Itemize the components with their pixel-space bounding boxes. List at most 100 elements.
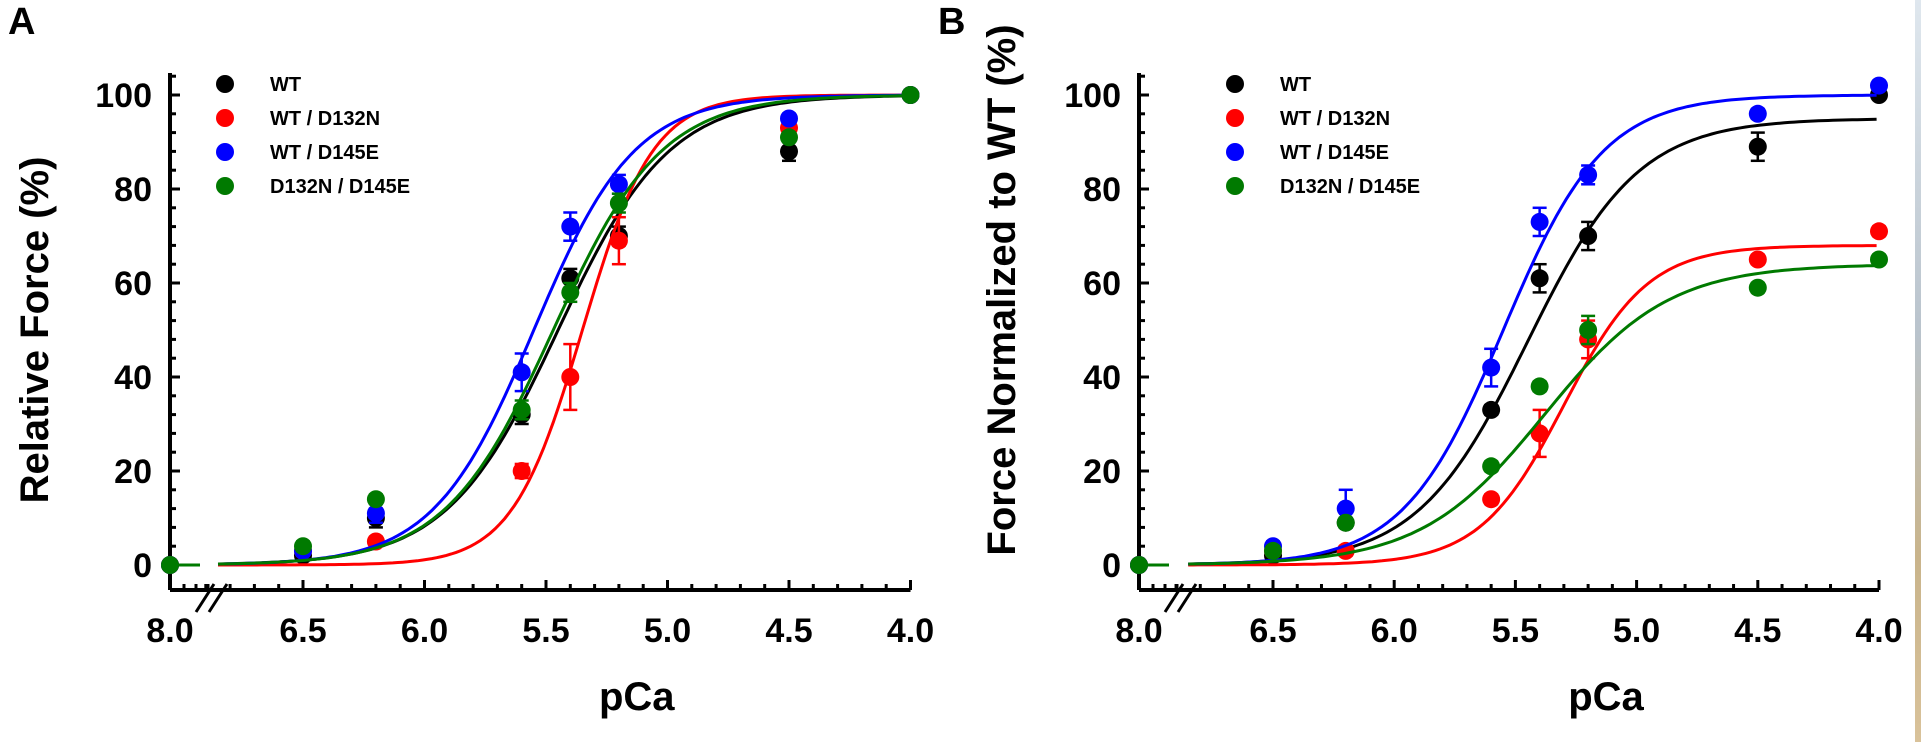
y-axis-title: Relative Force (%) bbox=[13, 157, 57, 504]
fit-curve bbox=[217, 94, 909, 566]
data-point bbox=[561, 283, 580, 302]
data-point bbox=[1482, 457, 1501, 476]
data-point bbox=[561, 217, 580, 236]
fit-curve bbox=[218, 94, 909, 566]
legend: WT WT / D132N WT / D145E D132N / D145E bbox=[1226, 74, 1420, 198]
data-point bbox=[1579, 165, 1598, 184]
data-point bbox=[1748, 278, 1767, 297]
legend-marker bbox=[216, 109, 234, 127]
panel-a: A 0 20 40 60 80 100 8.0 6.5 6.0 5.5 5.0 4.5 4.0 pCa Re… bbox=[8, 1, 934, 719]
series-d132n-d145e bbox=[1130, 250, 1888, 574]
y-tick-label: 60 bbox=[1083, 265, 1121, 303]
data-point bbox=[512, 363, 531, 382]
axis-break-mark bbox=[1163, 583, 1185, 613]
y-tick-label: 100 bbox=[1064, 77, 1121, 115]
x-tick-label: 6.5 bbox=[1249, 612, 1296, 650]
y-axis-title: Force Normalized to WT (%) bbox=[980, 24, 1024, 555]
legend-label: WT bbox=[270, 74, 301, 96]
x-tick-label: 4.5 bbox=[765, 612, 812, 650]
data-point bbox=[1530, 377, 1549, 396]
legend-marker bbox=[216, 177, 234, 195]
data-point bbox=[366, 490, 385, 509]
x-tick-label: 6.5 bbox=[279, 612, 326, 650]
x-axis-title: pCa bbox=[599, 675, 675, 719]
series-wt-d132n bbox=[1130, 222, 1888, 574]
x-tick-label: 8.0 bbox=[146, 612, 193, 650]
legend-label: WT bbox=[1280, 74, 1311, 96]
fit-curve bbox=[217, 93, 909, 566]
data-point bbox=[1748, 104, 1767, 123]
fit-curve bbox=[1188, 264, 1877, 566]
legend-label: D132N / D145E bbox=[1280, 176, 1420, 198]
data-point bbox=[1579, 321, 1598, 339]
data-point bbox=[1530, 424, 1549, 443]
fit-curve bbox=[1188, 244, 1877, 567]
data-point bbox=[561, 368, 580, 386]
x-tick-label: 5.0 bbox=[1613, 612, 1660, 650]
legend: WT WT / D132N WT / D145E D132N / D145E bbox=[216, 74, 410, 198]
legend-label: WT / D132N bbox=[270, 108, 380, 130]
data-point bbox=[1870, 76, 1888, 95]
y-tick-label: 40 bbox=[1083, 359, 1121, 397]
legend-marker bbox=[1226, 177, 1244, 195]
data-point bbox=[1579, 227, 1598, 245]
data-point bbox=[1748, 250, 1767, 269]
x-tick-label: 5.5 bbox=[1492, 612, 1539, 650]
legend-marker bbox=[1226, 109, 1244, 127]
x-tick-label: 4.5 bbox=[1734, 612, 1781, 650]
data-point bbox=[1336, 499, 1355, 518]
series-wt bbox=[1130, 86, 1888, 574]
legend-marker bbox=[216, 143, 234, 161]
legend-marker bbox=[1226, 75, 1244, 93]
data-point bbox=[512, 400, 531, 419]
x-tick-label: 8.0 bbox=[1115, 612, 1162, 650]
legend-label: WT / D145E bbox=[270, 142, 379, 164]
data-point bbox=[512, 462, 531, 480]
y-tick-label: 80 bbox=[114, 171, 152, 209]
data-point bbox=[780, 109, 798, 128]
axis-break-mark bbox=[1176, 583, 1198, 613]
y-tick-label: 0 bbox=[133, 547, 152, 585]
data-point bbox=[1870, 250, 1888, 269]
data-point bbox=[161, 556, 179, 574]
series-d132n-d145e bbox=[161, 86, 920, 574]
data-point bbox=[1870, 222, 1888, 241]
data-point bbox=[1130, 556, 1148, 574]
x-tick-label: 4.0 bbox=[1855, 612, 1902, 650]
data-point bbox=[1482, 400, 1501, 419]
panel-a-label: A bbox=[8, 1, 35, 43]
data-point bbox=[901, 86, 920, 104]
data-point bbox=[1482, 490, 1501, 509]
axis-break-mark bbox=[207, 583, 229, 613]
series-wt-d145e bbox=[1130, 76, 1888, 574]
data-point bbox=[1482, 358, 1501, 377]
x-tick-label: 5.5 bbox=[522, 612, 569, 650]
panel-b-label: B bbox=[938, 1, 965, 43]
data-point bbox=[609, 194, 628, 213]
data-point bbox=[1530, 269, 1549, 288]
y-tick-label: 100 bbox=[95, 77, 152, 115]
legend-marker bbox=[1226, 143, 1244, 161]
data-point bbox=[609, 175, 628, 194]
axis-break-mark bbox=[194, 583, 216, 613]
panel-b: B 0 20 40 60 80 100 8.0 6.5 6.0 5.5 5.0 4.5 4.0 pCa Fo… bbox=[938, 1, 1903, 719]
window-edge bbox=[1915, 0, 1921, 742]
data-point bbox=[1748, 137, 1767, 156]
y-tick-label: 0 bbox=[1102, 547, 1121, 585]
legend-marker bbox=[216, 75, 234, 93]
fit-curve bbox=[1188, 93, 1877, 566]
data-point bbox=[609, 231, 628, 250]
y-tick-label: 40 bbox=[114, 359, 152, 397]
legend-label: WT / D145E bbox=[1280, 142, 1389, 164]
y-tick-label: 60 bbox=[114, 265, 152, 303]
fit-curve bbox=[218, 93, 909, 567]
legend-label: WT / D132N bbox=[1280, 108, 1390, 130]
x-tick-label: 6.0 bbox=[1371, 612, 1418, 650]
data-point bbox=[780, 128, 798, 147]
x-tick-label: 5.0 bbox=[644, 612, 691, 650]
data-point bbox=[1336, 513, 1355, 532]
y-tick-label: 20 bbox=[114, 453, 152, 491]
data-point bbox=[1530, 212, 1549, 231]
x-axis-title: pCa bbox=[1568, 675, 1644, 719]
x-tick-label: 6.0 bbox=[401, 612, 448, 650]
